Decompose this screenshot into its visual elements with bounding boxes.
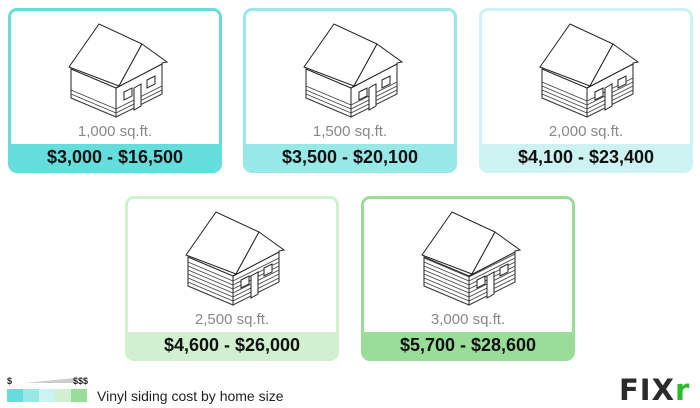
logo-text: FIX	[619, 373, 675, 407]
price-range: $4,100 - $23,400	[482, 144, 690, 170]
fixr-logo: FIXr	[619, 373, 690, 407]
legend-swatch	[7, 389, 23, 402]
house-icon	[68, 23, 169, 118]
home-size-label: 3,000 sq.ft.	[430, 311, 506, 328]
price-card: 2,000 sq.ft. $4,100 - $23,400	[479, 8, 693, 173]
home-size-label: 2,500 sq.ft.	[194, 311, 270, 328]
legend-swatch	[71, 389, 87, 402]
home-size-label: 1,000 sq.ft.	[77, 123, 153, 140]
legend-scale-wedge	[25, 378, 75, 383]
legend-swatches	[7, 389, 87, 402]
price-card: 3,000 sq.ft. $5,700 - $28,600	[361, 196, 575, 361]
legend-high-label: $$$	[73, 376, 89, 386]
legend-low-label: $	[7, 376, 13, 386]
price-card: 2,500 sq.ft. $4,600 - $26,000	[125, 196, 339, 361]
price-range: $3,000 - $16,500	[11, 144, 219, 170]
price-card: 1,000 sq.ft. $3,000 - $16,500	[8, 8, 222, 173]
logo-accent: r	[674, 373, 691, 407]
legend-swatch	[39, 389, 55, 402]
price-range: $3,500 - $20,100	[246, 144, 454, 170]
house-icon	[539, 23, 640, 118]
house-icon	[185, 211, 286, 306]
legend-swatch	[23, 389, 39, 402]
price-card: 1,500 sq.ft. $3,500 - $20,100	[243, 8, 457, 173]
price-range: $5,700 - $28,600	[364, 332, 572, 358]
house-icon	[303, 23, 404, 118]
home-size-label: 1,500 sq.ft.	[312, 123, 388, 140]
price-range: $4,600 - $26,000	[128, 332, 336, 358]
home-size-label: 2,000 sq.ft.	[548, 123, 624, 140]
legend-swatch	[55, 389, 71, 402]
house-icon	[421, 211, 522, 306]
legend-caption: Vinyl siding cost by home size	[97, 388, 284, 404]
